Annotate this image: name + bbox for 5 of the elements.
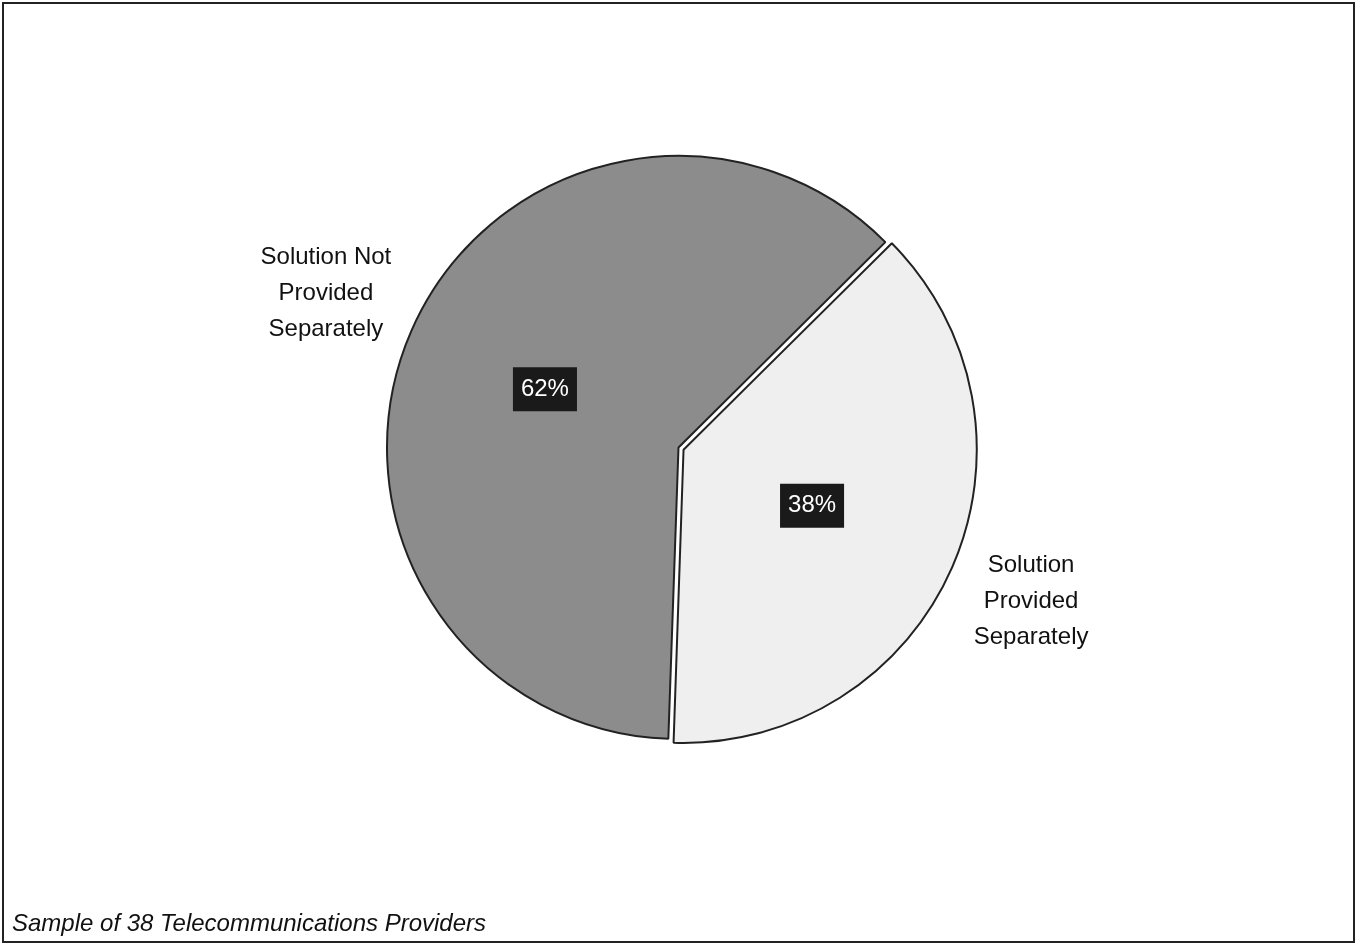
data-label: 62% <box>520 373 569 401</box>
text: Sample of 38 Telecommunications Providers <box>12 909 487 937</box>
data-label: 38% <box>788 490 837 518</box>
slice-label: Solution Not Provided Separately <box>260 242 392 342</box>
slice-label: Solution Provided Separately <box>973 550 1089 650</box>
